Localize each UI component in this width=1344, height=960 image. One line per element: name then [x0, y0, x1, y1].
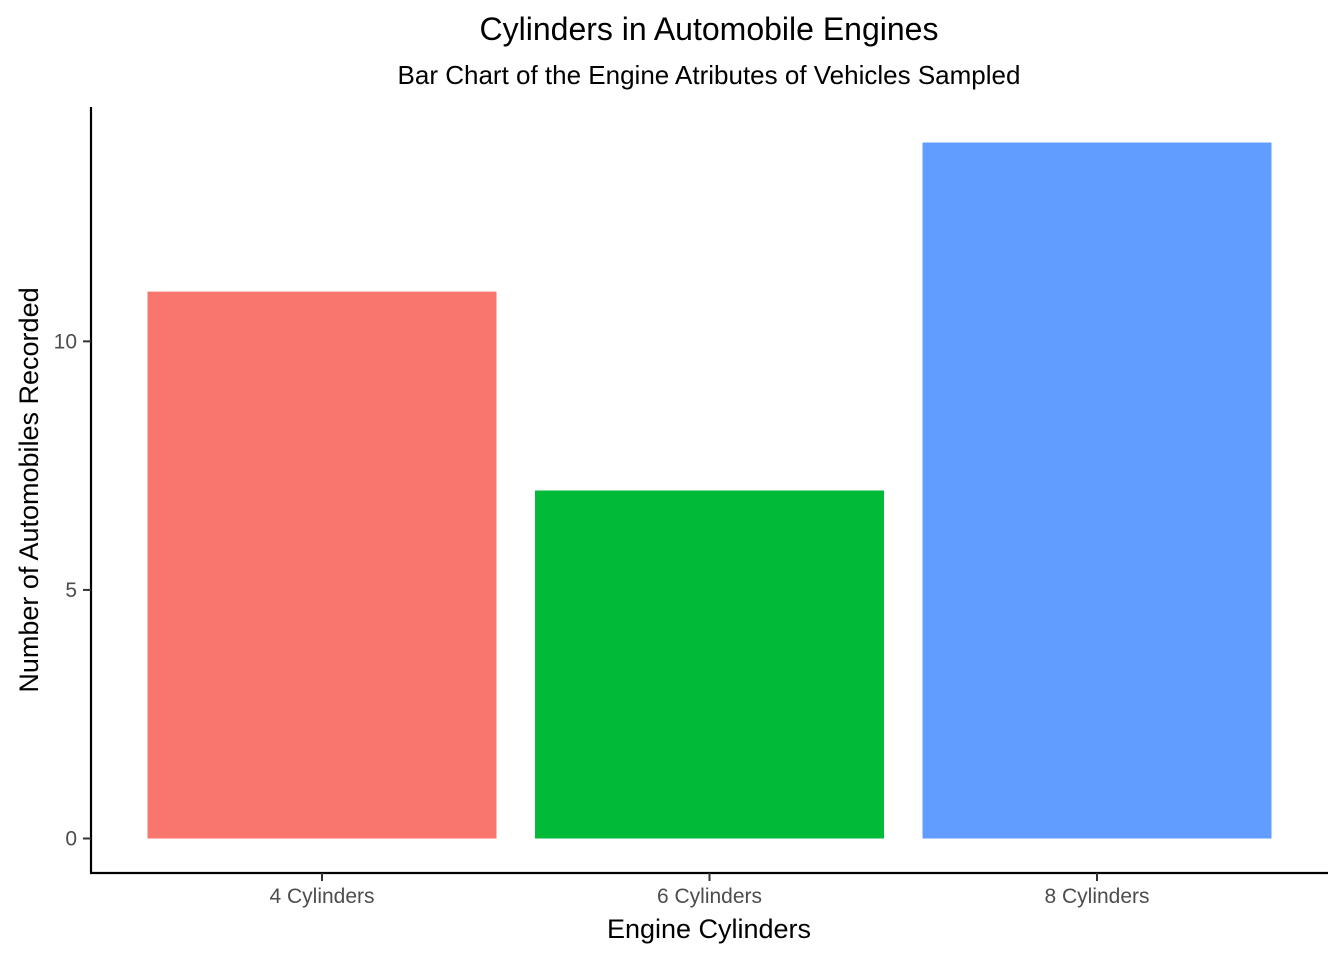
x-tick-label: 4 Cylinders — [269, 885, 374, 908]
bar-6-cylinders — [535, 490, 884, 839]
x-axis-ticks: 4 Cylinders 6 Cylinders 8 Cylinders — [269, 873, 1150, 908]
chart-title: Cylinders in Automobile Engines — [480, 11, 939, 47]
x-tick-label: 8 Cylinders — [1044, 885, 1149, 908]
y-tick-label: 10 — [54, 330, 77, 353]
bar-4-cylinders — [147, 291, 497, 839]
bar-8-cylinders — [922, 142, 1272, 839]
y-tick-label: 0 — [65, 828, 77, 851]
y-axis-title: Number of Automobiles Recorded — [14, 287, 44, 692]
bars-group — [147, 142, 1272, 839]
y-axis-ticks: 0 5 10 — [54, 330, 91, 851]
chart-subtitle: Bar Chart of the Engine Atributes of Veh… — [398, 60, 1021, 90]
x-tick-label: 6 Cylinders — [657, 885, 762, 908]
y-tick-label: 5 — [65, 579, 77, 602]
x-axis-title: Engine Cylinders — [607, 914, 811, 944]
